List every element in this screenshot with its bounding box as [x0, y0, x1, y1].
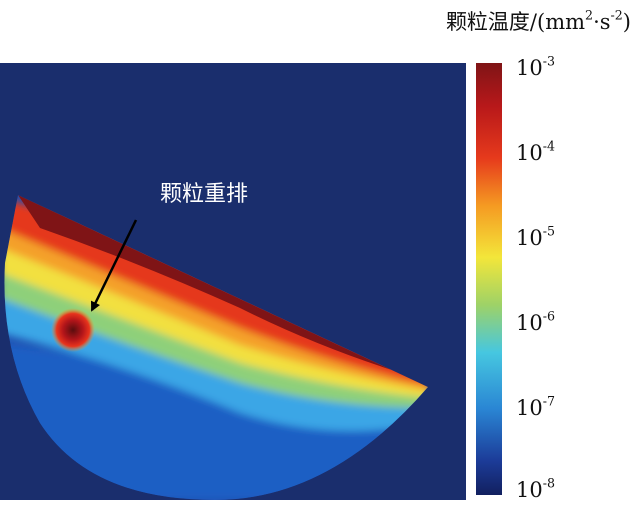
colorbar-tick: 10-5: [516, 223, 556, 250]
rearrangement-hotspot: [51, 308, 95, 352]
colorbar-tick: 10-6: [516, 308, 556, 335]
colorbar-tick: 10-4: [516, 138, 556, 165]
colorbar-tick: 10-3: [516, 53, 556, 80]
colorbar-tick: 10-7: [516, 393, 556, 420]
annotation-label: 颗粒重排: [160, 182, 249, 207]
colorbar: [476, 63, 502, 495]
annotation-arrow: [90, 219, 138, 312]
colorbar-title: 颗粒温度/(mm2·s-2): [445, 7, 631, 34]
temperature-map: [0, 63, 466, 500]
colorbar-tick: 10-8: [516, 475, 556, 502]
